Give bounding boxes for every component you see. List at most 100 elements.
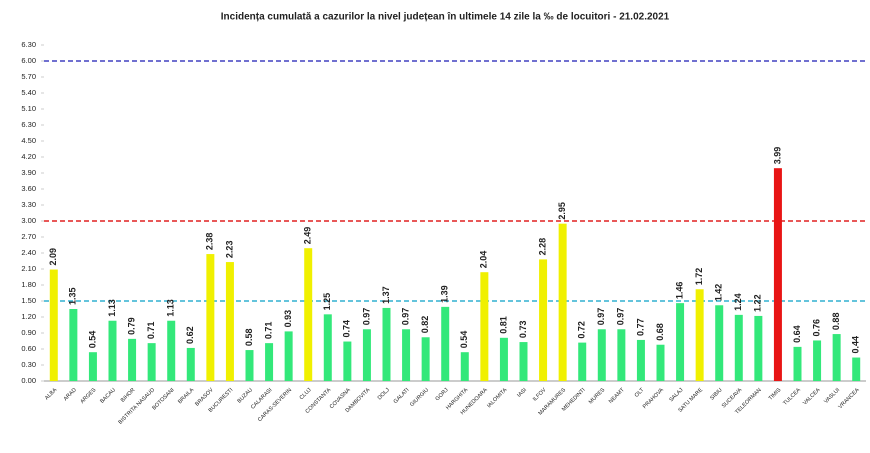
value-label: 3.99 (772, 147, 782, 165)
y-tick-label: 0.00 (21, 376, 36, 385)
x-tick-label: CARAS-SEVERIN (257, 387, 293, 423)
x-tick-label: GALATI (393, 387, 411, 405)
value-label: 0.73 (518, 321, 528, 339)
bar (617, 329, 626, 381)
value-label: 1.13 (107, 299, 117, 317)
bar (343, 341, 352, 381)
bar (773, 168, 782, 381)
bar (480, 272, 489, 381)
value-label: 0.54 (459, 331, 469, 349)
value-label: 0.72 (577, 321, 587, 339)
bar (734, 314, 743, 381)
x-tick-label: BISTRITA NASAUD (118, 387, 157, 426)
bar (656, 344, 665, 381)
value-label: 0.97 (361, 308, 371, 326)
bar (382, 307, 391, 381)
value-label: 2.95 (557, 202, 567, 220)
y-tick-label: 3.30 (21, 200, 36, 209)
value-label: 1.72 (694, 268, 704, 286)
bar (362, 329, 371, 381)
bar (715, 305, 724, 381)
value-label: 0.68 (655, 323, 665, 341)
y-tick-label: 1.20 (21, 312, 36, 321)
bar (284, 331, 293, 381)
bar (128, 338, 137, 381)
y-tick-label: 4.20 (21, 152, 36, 161)
bar (88, 352, 97, 381)
bar (597, 329, 606, 381)
y-tick-label: 3.90 (21, 168, 36, 177)
y-tick-label: 2.70 (21, 232, 36, 241)
bar (108, 320, 117, 381)
y-tick-label: 6.30 (21, 40, 36, 49)
value-label: 2.28 (537, 238, 547, 256)
x-tick-label: SALAJ (668, 387, 684, 403)
value-label: 0.82 (420, 316, 430, 334)
value-label: 2.38 (205, 233, 215, 251)
x-tick-label: GIURGIU (409, 387, 430, 408)
y-tick-label: 0.30 (21, 360, 36, 369)
bar (636, 339, 645, 381)
x-tick-label: IASI (516, 387, 528, 399)
value-label: 0.62 (185, 326, 195, 344)
value-label: 1.24 (733, 293, 743, 311)
bar (441, 306, 450, 381)
bar (49, 269, 58, 381)
value-label: 2.09 (48, 248, 58, 266)
value-label: 0.81 (498, 316, 508, 334)
bar (460, 352, 469, 381)
y-tick-label: 1.80 (21, 280, 36, 289)
y-tick-label: 5.40 (21, 88, 36, 97)
value-label: 0.74 (342, 320, 352, 338)
x-tick-label: ALBA (44, 387, 58, 401)
x-tick-label: OLT (634, 387, 646, 399)
x-tick-label: PRAHOVA (642, 387, 665, 410)
x-tick-label: ILFOV (532, 387, 548, 403)
x-tick-label: IALOMITA (486, 387, 508, 409)
y-tick-label: 0.90 (21, 328, 36, 337)
bar (832, 334, 841, 381)
x-tick-label: VASLUI (823, 387, 841, 405)
y-tick-label: 6.30 (21, 120, 36, 129)
bar (578, 342, 587, 381)
value-label: 0.64 (792, 325, 802, 343)
bar (186, 347, 195, 381)
y-tick-label: 5.10 (21, 104, 36, 113)
bar (245, 350, 254, 381)
bar (206, 254, 215, 381)
x-tick-label: VALCEA (802, 387, 822, 407)
bar (519, 342, 528, 381)
x-tick-label: TIMIS (768, 387, 783, 402)
value-label: 1.35 (68, 287, 78, 305)
value-label: 0.77 (635, 318, 645, 336)
value-label: 1.46 (674, 282, 684, 300)
bar (421, 337, 430, 381)
value-label: 0.71 (146, 322, 156, 340)
bar (813, 340, 822, 381)
bar (852, 357, 861, 381)
value-label: 0.79 (126, 317, 136, 335)
x-tick-label: DOLJ (377, 387, 391, 401)
bar (147, 343, 156, 381)
bar (167, 320, 176, 381)
value-label: 0.44 (851, 336, 861, 354)
y-tick-label: 0.60 (21, 344, 36, 353)
value-label: 0.76 (811, 319, 821, 337)
x-tick-label: MURES (588, 387, 607, 406)
x-tick-label: ARGES (80, 387, 98, 405)
y-tick-label: 1.50 (21, 296, 36, 305)
value-label: 0.54 (87, 331, 97, 349)
x-tick-label: BIHOR (120, 387, 137, 404)
bar (793, 346, 802, 381)
x-tick-label: CLUJ (299, 387, 313, 401)
x-tick-label: VRANCEA (838, 387, 861, 410)
value-label: 0.93 (283, 310, 293, 328)
x-tick-label: NEAMT (608, 387, 626, 405)
bar (539, 259, 548, 381)
value-label: 2.04 (479, 251, 489, 269)
y-tick-label: 2.40 (21, 248, 36, 257)
y-tick-label: 5.70 (21, 72, 36, 81)
x-tick-label: BUZAU (237, 387, 254, 404)
